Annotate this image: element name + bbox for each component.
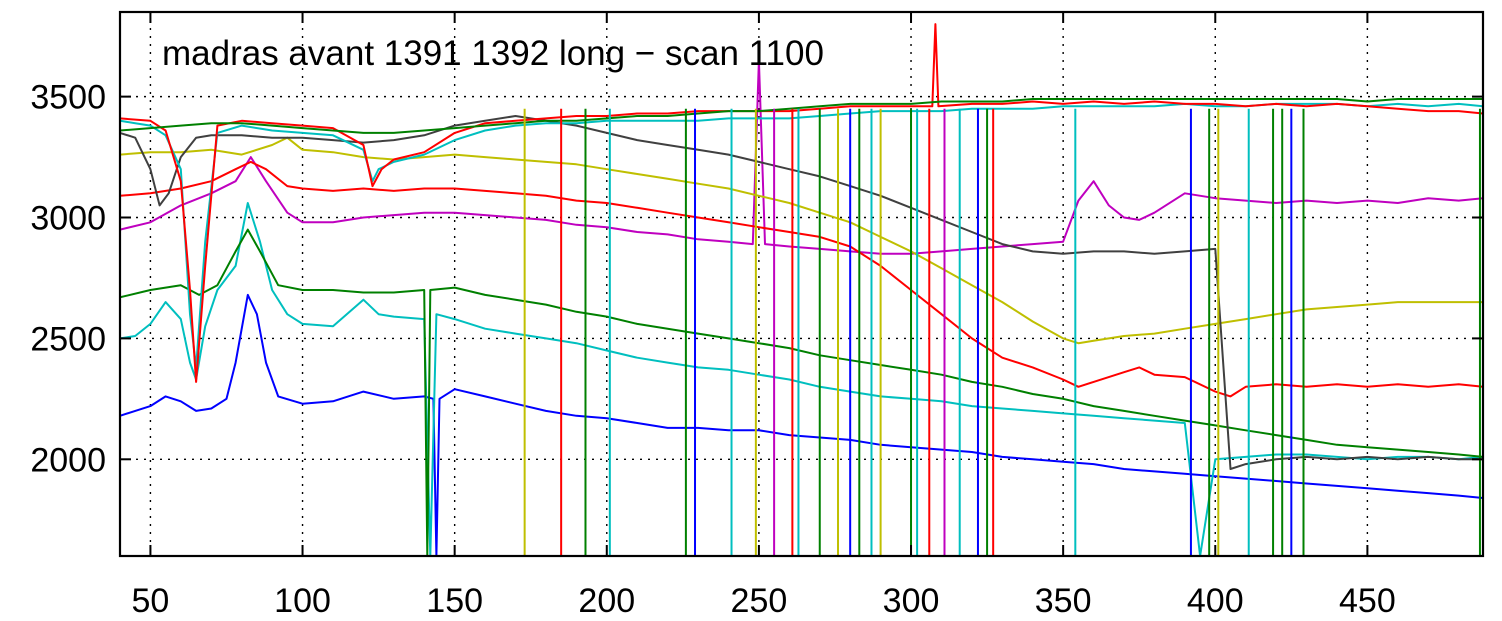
y-tick-label: 3500 (30, 79, 106, 117)
y-tick-label: 2500 (30, 320, 106, 358)
x-tick-label: 100 (274, 582, 331, 620)
y-tick-label: 2000 (30, 441, 106, 479)
x-tick-label: 350 (1035, 582, 1092, 620)
axis-ticks: 50 100 150 200 250 300 350 400 450 2000 2500 3000 35… (30, 12, 1483, 620)
series-line-2 (120, 202, 1483, 556)
series-line-6 (120, 136, 1483, 345)
series-line-10 (120, 98, 1483, 134)
series-group (120, 23, 1483, 556)
series-line-3 (120, 228, 1483, 556)
series-line-1 (120, 293, 1483, 556)
plot-frame (118, 10, 1485, 558)
x-tick-label: 150 (426, 582, 483, 620)
series-line-7 (120, 115, 1483, 470)
x-tick-label: 450 (1339, 582, 1396, 620)
y-tick-label: 3000 (30, 200, 106, 238)
x-tick-label: 300 (883, 582, 940, 620)
x-tick-label: 400 (1187, 582, 1244, 620)
series-line-4 (120, 59, 1483, 255)
x-tick-label: 250 (731, 582, 788, 620)
series-line-8 (120, 102, 1483, 369)
chart-title: madras avant 1391 1392 long − scan 1100 (162, 34, 824, 73)
x-tick-label: 200 (578, 582, 635, 620)
x-tick-label: 50 (132, 582, 170, 620)
